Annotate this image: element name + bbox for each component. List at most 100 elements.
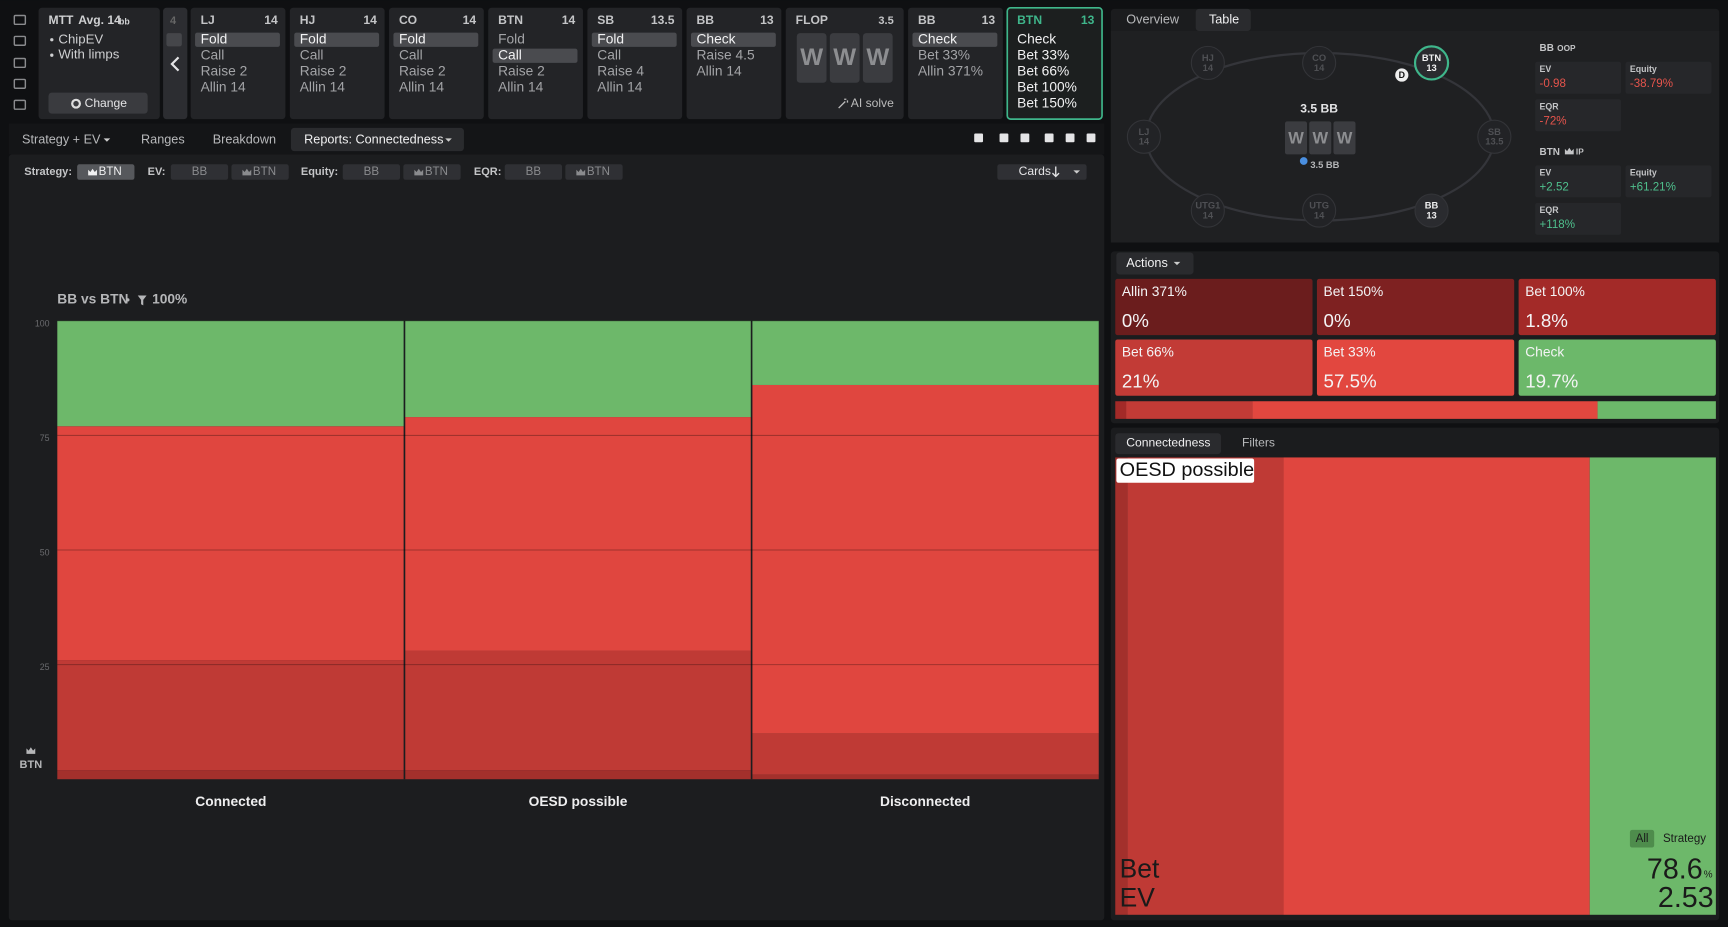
- crown-icon: [1564, 147, 1574, 155]
- action-option[interactable]: Fold: [300, 31, 327, 46]
- position-card[interactable]: [488, 7, 583, 120]
- action-option[interactable]: Fold: [201, 31, 228, 46]
- filter-chip[interactable]: [504, 164, 563, 180]
- board-card-rank: W: [1312, 128, 1328, 147]
- action-option[interactable]: Allin 14: [201, 79, 246, 94]
- sidebar-icon[interactable]: [13, 78, 27, 89]
- position-stack: 13.5: [651, 13, 675, 27]
- strategy-strip-segment: [1252, 401, 1598, 419]
- filter-chip[interactable]: [342, 164, 401, 180]
- action-label[interactable]: Bet 66%: [1122, 344, 1174, 359]
- action-option[interactable]: Bet 33%: [918, 47, 970, 62]
- action-option[interactable]: Check: [1017, 31, 1056, 46]
- filter-chip[interactable]: [565, 164, 623, 180]
- action-label[interactable]: Check: [1525, 344, 1564, 359]
- action-option[interactable]: Bet 150%: [1017, 95, 1077, 110]
- action-option[interactable]: Allin 14: [696, 63, 741, 78]
- treemap-cell: [1115, 457, 1128, 915]
- toolbar-button[interactable]: [1086, 133, 1096, 143]
- filter-chip-label[interactable]: BTN: [587, 166, 610, 178]
- panel-tab[interactable]: Overview: [1126, 12, 1180, 26]
- filter-chip-label[interactable]: BB: [364, 166, 380, 178]
- tab[interactable]: Strategy + EV: [22, 132, 101, 146]
- toolbar-button[interactable]: [999, 133, 1009, 143]
- action-option[interactable]: Raise 4.5: [696, 47, 754, 62]
- action-option[interactable]: Fold: [597, 31, 624, 46]
- toggle-active[interactable]: [1629, 829, 1655, 848]
- filter-chip[interactable]: [170, 164, 229, 180]
- filter-chip[interactable]: [77, 164, 135, 180]
- tab[interactable]: Ranges: [141, 132, 185, 146]
- action-option[interactable]: Allin 14: [399, 79, 444, 94]
- action-option[interactable]: Call: [498, 47, 522, 62]
- action-option[interactable]: Raise 2: [300, 63, 347, 78]
- stat-box: [1535, 61, 1622, 94]
- sidebar-icon[interactable]: [13, 57, 27, 69]
- sidebar-icon[interactable]: [13, 99, 27, 110]
- action-option[interactable]: Bet 100%: [1017, 79, 1077, 94]
- filter-chip[interactable]: [403, 164, 461, 180]
- detail-tab[interactable]: Connectedness: [1126, 435, 1210, 449]
- toolbar-button[interactable]: [1065, 133, 1075, 143]
- seat: [1190, 45, 1225, 80]
- action-option[interactable]: Call: [597, 47, 621, 62]
- filter-chip[interactable]: [231, 164, 289, 180]
- action-label[interactable]: Bet 33%: [1324, 344, 1376, 359]
- detail-tab[interactable]: Filters: [1242, 435, 1275, 449]
- filter-chip-label[interactable]: BTN: [99, 166, 122, 178]
- selected-action: [195, 32, 280, 47]
- actions-title[interactable]: Actions: [1126, 256, 1168, 270]
- actions-dropdown[interactable]: [1116, 252, 1194, 275]
- action-option[interactable]: Call: [399, 47, 423, 62]
- action-option[interactable]: Raise 2: [498, 63, 545, 78]
- bar-segment: [404, 770, 752, 780]
- sidebar-icon[interactable]: [13, 35, 27, 46]
- action-option[interactable]: Raise 2: [399, 63, 446, 78]
- action-option[interactable]: Allin 14: [498, 79, 543, 94]
- ai-solve[interactable]: AI solve: [851, 96, 894, 110]
- filter-chip-label[interactable]: BTN: [253, 166, 276, 178]
- position-name: HJ: [300, 13, 315, 27]
- tab[interactable]: Breakdown: [213, 132, 276, 146]
- action-option[interactable]: Raise 2: [201, 63, 248, 78]
- toolbar-button[interactable]: [1020, 133, 1030, 143]
- action-option[interactable]: Fold: [498, 31, 525, 46]
- sort-label[interactable]: Cards: [1019, 164, 1051, 178]
- tab[interactable]: Reports: Connectedness: [304, 132, 443, 146]
- change-button[interactable]: [48, 92, 148, 114]
- filter-chip-label[interactable]: BTN: [425, 166, 448, 178]
- position-card[interactable]: [1006, 6, 1103, 120]
- filter-chip-label[interactable]: BB: [526, 166, 542, 178]
- panel-tab[interactable]: Table: [1209, 12, 1239, 26]
- action-tile[interactable]: [1115, 278, 1313, 336]
- action-option[interactable]: Call: [201, 47, 225, 62]
- toggle-option[interactable]: Strategy: [1663, 833, 1706, 845]
- toolbar-button[interactable]: [974, 133, 984, 143]
- toolbar-button[interactable]: [1044, 133, 1054, 143]
- sort-button[interactable]: [997, 164, 1087, 180]
- sidebar-icon[interactable]: [13, 14, 27, 26]
- action-option[interactable]: Check: [696, 31, 735, 46]
- action-option[interactable]: Bet 33%: [1017, 47, 1069, 62]
- filter-chip-label[interactable]: BB: [192, 166, 208, 178]
- action-label[interactable]: Allin 371%: [1122, 284, 1187, 299]
- action-option[interactable]: Bet 66%: [1017, 63, 1069, 78]
- action-label[interactable]: Bet 150%: [1324, 284, 1384, 299]
- action-tile[interactable]: [1115, 339, 1313, 396]
- action-option[interactable]: Allin 371%: [918, 63, 983, 78]
- toggle-option[interactable]: All: [1636, 833, 1649, 845]
- caret-icon: [445, 138, 452, 142]
- action-tile[interactable]: [1316, 339, 1515, 396]
- action-option[interactable]: Call: [300, 47, 324, 62]
- action-tile[interactable]: [1316, 278, 1515, 336]
- action-option[interactable]: Check: [918, 31, 957, 46]
- action-label[interactable]: Bet 100%: [1525, 284, 1585, 299]
- y-tick-label: 75: [40, 433, 50, 443]
- action-tile[interactable]: [1518, 278, 1716, 336]
- action-option[interactable]: Fold: [399, 31, 426, 46]
- action-tile[interactable]: [1518, 339, 1716, 396]
- action-option[interactable]: Allin 14: [597, 79, 642, 94]
- action-option[interactable]: Raise 4: [597, 63, 644, 78]
- action-option[interactable]: Allin 14: [300, 79, 345, 94]
- change-label[interactable]: Change: [85, 96, 128, 110]
